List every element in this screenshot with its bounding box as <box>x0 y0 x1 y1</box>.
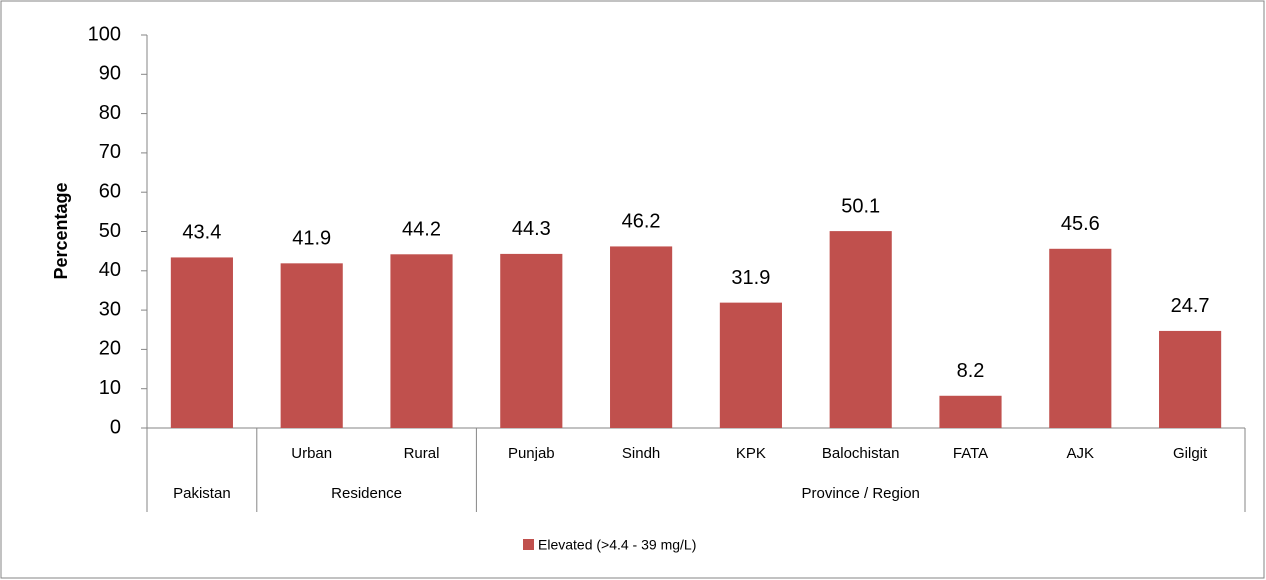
y-tick-label: 70 <box>99 141 121 163</box>
bar <box>829 231 892 428</box>
data-label: 41.9 <box>292 228 331 250</box>
x-tick-label: AJK <box>1067 445 1095 462</box>
group-label: Pakistan <box>173 485 231 502</box>
bar <box>1049 248 1112 428</box>
x-tick-label: Rural <box>404 445 440 462</box>
y-tick-label: 40 <box>99 259 121 281</box>
x-tick-label: Urban <box>291 445 332 462</box>
x-tick-label: Gilgit <box>1173 445 1208 462</box>
bar <box>500 253 563 428</box>
data-label: 44.3 <box>512 218 551 240</box>
data-label: 46.2 <box>622 211 661 233</box>
y-tick-label: 0 <box>110 416 121 438</box>
x-tick-label: Sindh <box>622 445 660 462</box>
group-label: Residence <box>331 485 402 502</box>
y-axis-label: Percentage <box>51 182 71 279</box>
data-label: 45.6 <box>1061 213 1100 235</box>
bar <box>1159 330 1222 428</box>
y-tick-label: 90 <box>99 63 121 85</box>
data-label: 43.4 <box>182 222 221 244</box>
y-tick-label: 60 <box>99 180 121 202</box>
data-label: 24.7 <box>1171 295 1210 317</box>
legend-label: Elevated (>4.4 - 39 mg/L) <box>538 537 696 553</box>
data-label: 44.2 <box>402 219 441 241</box>
data-label: 50.1 <box>841 195 880 217</box>
data-label: 31.9 <box>731 267 770 289</box>
y-tick-label: 10 <box>99 377 121 399</box>
bar <box>170 257 233 428</box>
y-tick-label: 50 <box>99 220 121 242</box>
x-tick-label: KPK <box>736 445 766 462</box>
y-tick-label: 30 <box>99 298 121 320</box>
x-tick-label: FATA <box>953 445 988 462</box>
y-tick-label: 100 <box>88 23 121 45</box>
y-tick-label: 20 <box>99 338 121 360</box>
x-tick-label: Punjab <box>508 445 555 462</box>
y-tick-label: 80 <box>99 102 121 124</box>
x-tick-label: Balochistan <box>822 445 900 462</box>
bar <box>280 263 343 428</box>
data-label: 8.2 <box>957 360 985 382</box>
bar <box>390 254 453 428</box>
legend-swatch <box>523 539 534 550</box>
bar <box>939 395 1002 428</box>
group-label: Province / Region <box>801 485 919 502</box>
bar <box>719 302 782 428</box>
bar <box>610 246 673 428</box>
